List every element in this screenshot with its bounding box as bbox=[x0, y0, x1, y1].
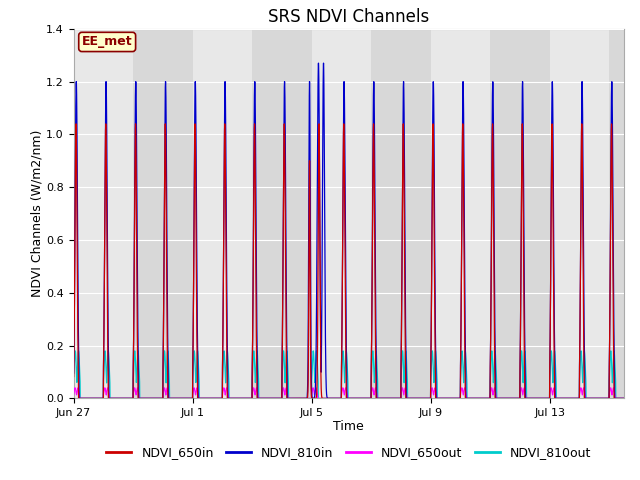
Y-axis label: NDVI Channels (W/m2/nm): NDVI Channels (W/m2/nm) bbox=[30, 130, 44, 297]
Bar bbox=[490, 29, 550, 398]
Bar bbox=[371, 29, 431, 398]
Bar bbox=[431, 29, 490, 398]
Bar bbox=[252, 29, 312, 398]
Text: EE_met: EE_met bbox=[82, 36, 132, 48]
Bar bbox=[609, 29, 624, 398]
Bar bbox=[193, 29, 252, 398]
X-axis label: Time: Time bbox=[333, 420, 364, 432]
Bar bbox=[550, 29, 609, 398]
Bar bbox=[312, 29, 371, 398]
Legend: NDVI_650in, NDVI_810in, NDVI_650out, NDVI_810out: NDVI_650in, NDVI_810in, NDVI_650out, NDV… bbox=[101, 441, 596, 464]
Bar bbox=[133, 29, 193, 398]
Bar bbox=[74, 29, 133, 398]
Title: SRS NDVI Channels: SRS NDVI Channels bbox=[268, 8, 429, 26]
